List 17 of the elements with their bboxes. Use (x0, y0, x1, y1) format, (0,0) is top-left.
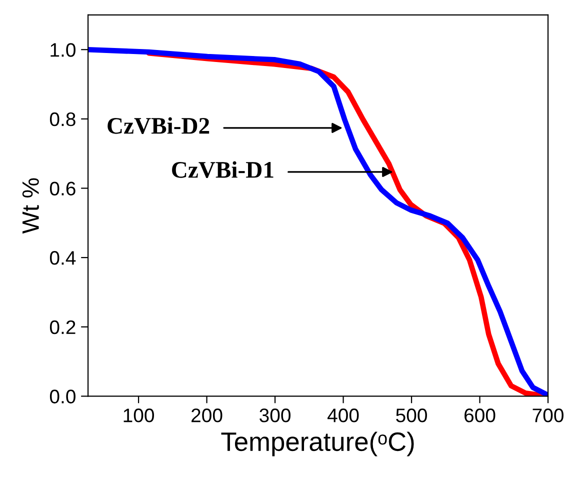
y-tick-label: 0.8 (50, 112, 76, 126)
x-tick-label: 600 (464, 408, 496, 422)
x-tick-label: 700 (532, 408, 564, 422)
annotation: CzVBi-D2 (108, 117, 210, 134)
y-tick-label: 0.2 (50, 320, 76, 334)
y-tick-label: 0.6 (50, 182, 76, 196)
x-tick-label: 500 (396, 408, 427, 422)
x-tick-label: 200 (192, 408, 222, 422)
x-tick-label: 400 (328, 408, 359, 422)
y-axis-title: Wt % (22, 178, 39, 234)
x-axis-title: Temperature(ᵒC) (221, 432, 414, 456)
y-tick-label: 0.4 (50, 251, 76, 265)
annotation: CzVBi-D1 (172, 161, 274, 178)
x-tick-label: 100 (124, 408, 154, 422)
x-tick-label: 300 (260, 408, 290, 422)
y-tick-label: 0.0 (50, 390, 76, 404)
y-tick-label: 1.0 (50, 43, 76, 57)
